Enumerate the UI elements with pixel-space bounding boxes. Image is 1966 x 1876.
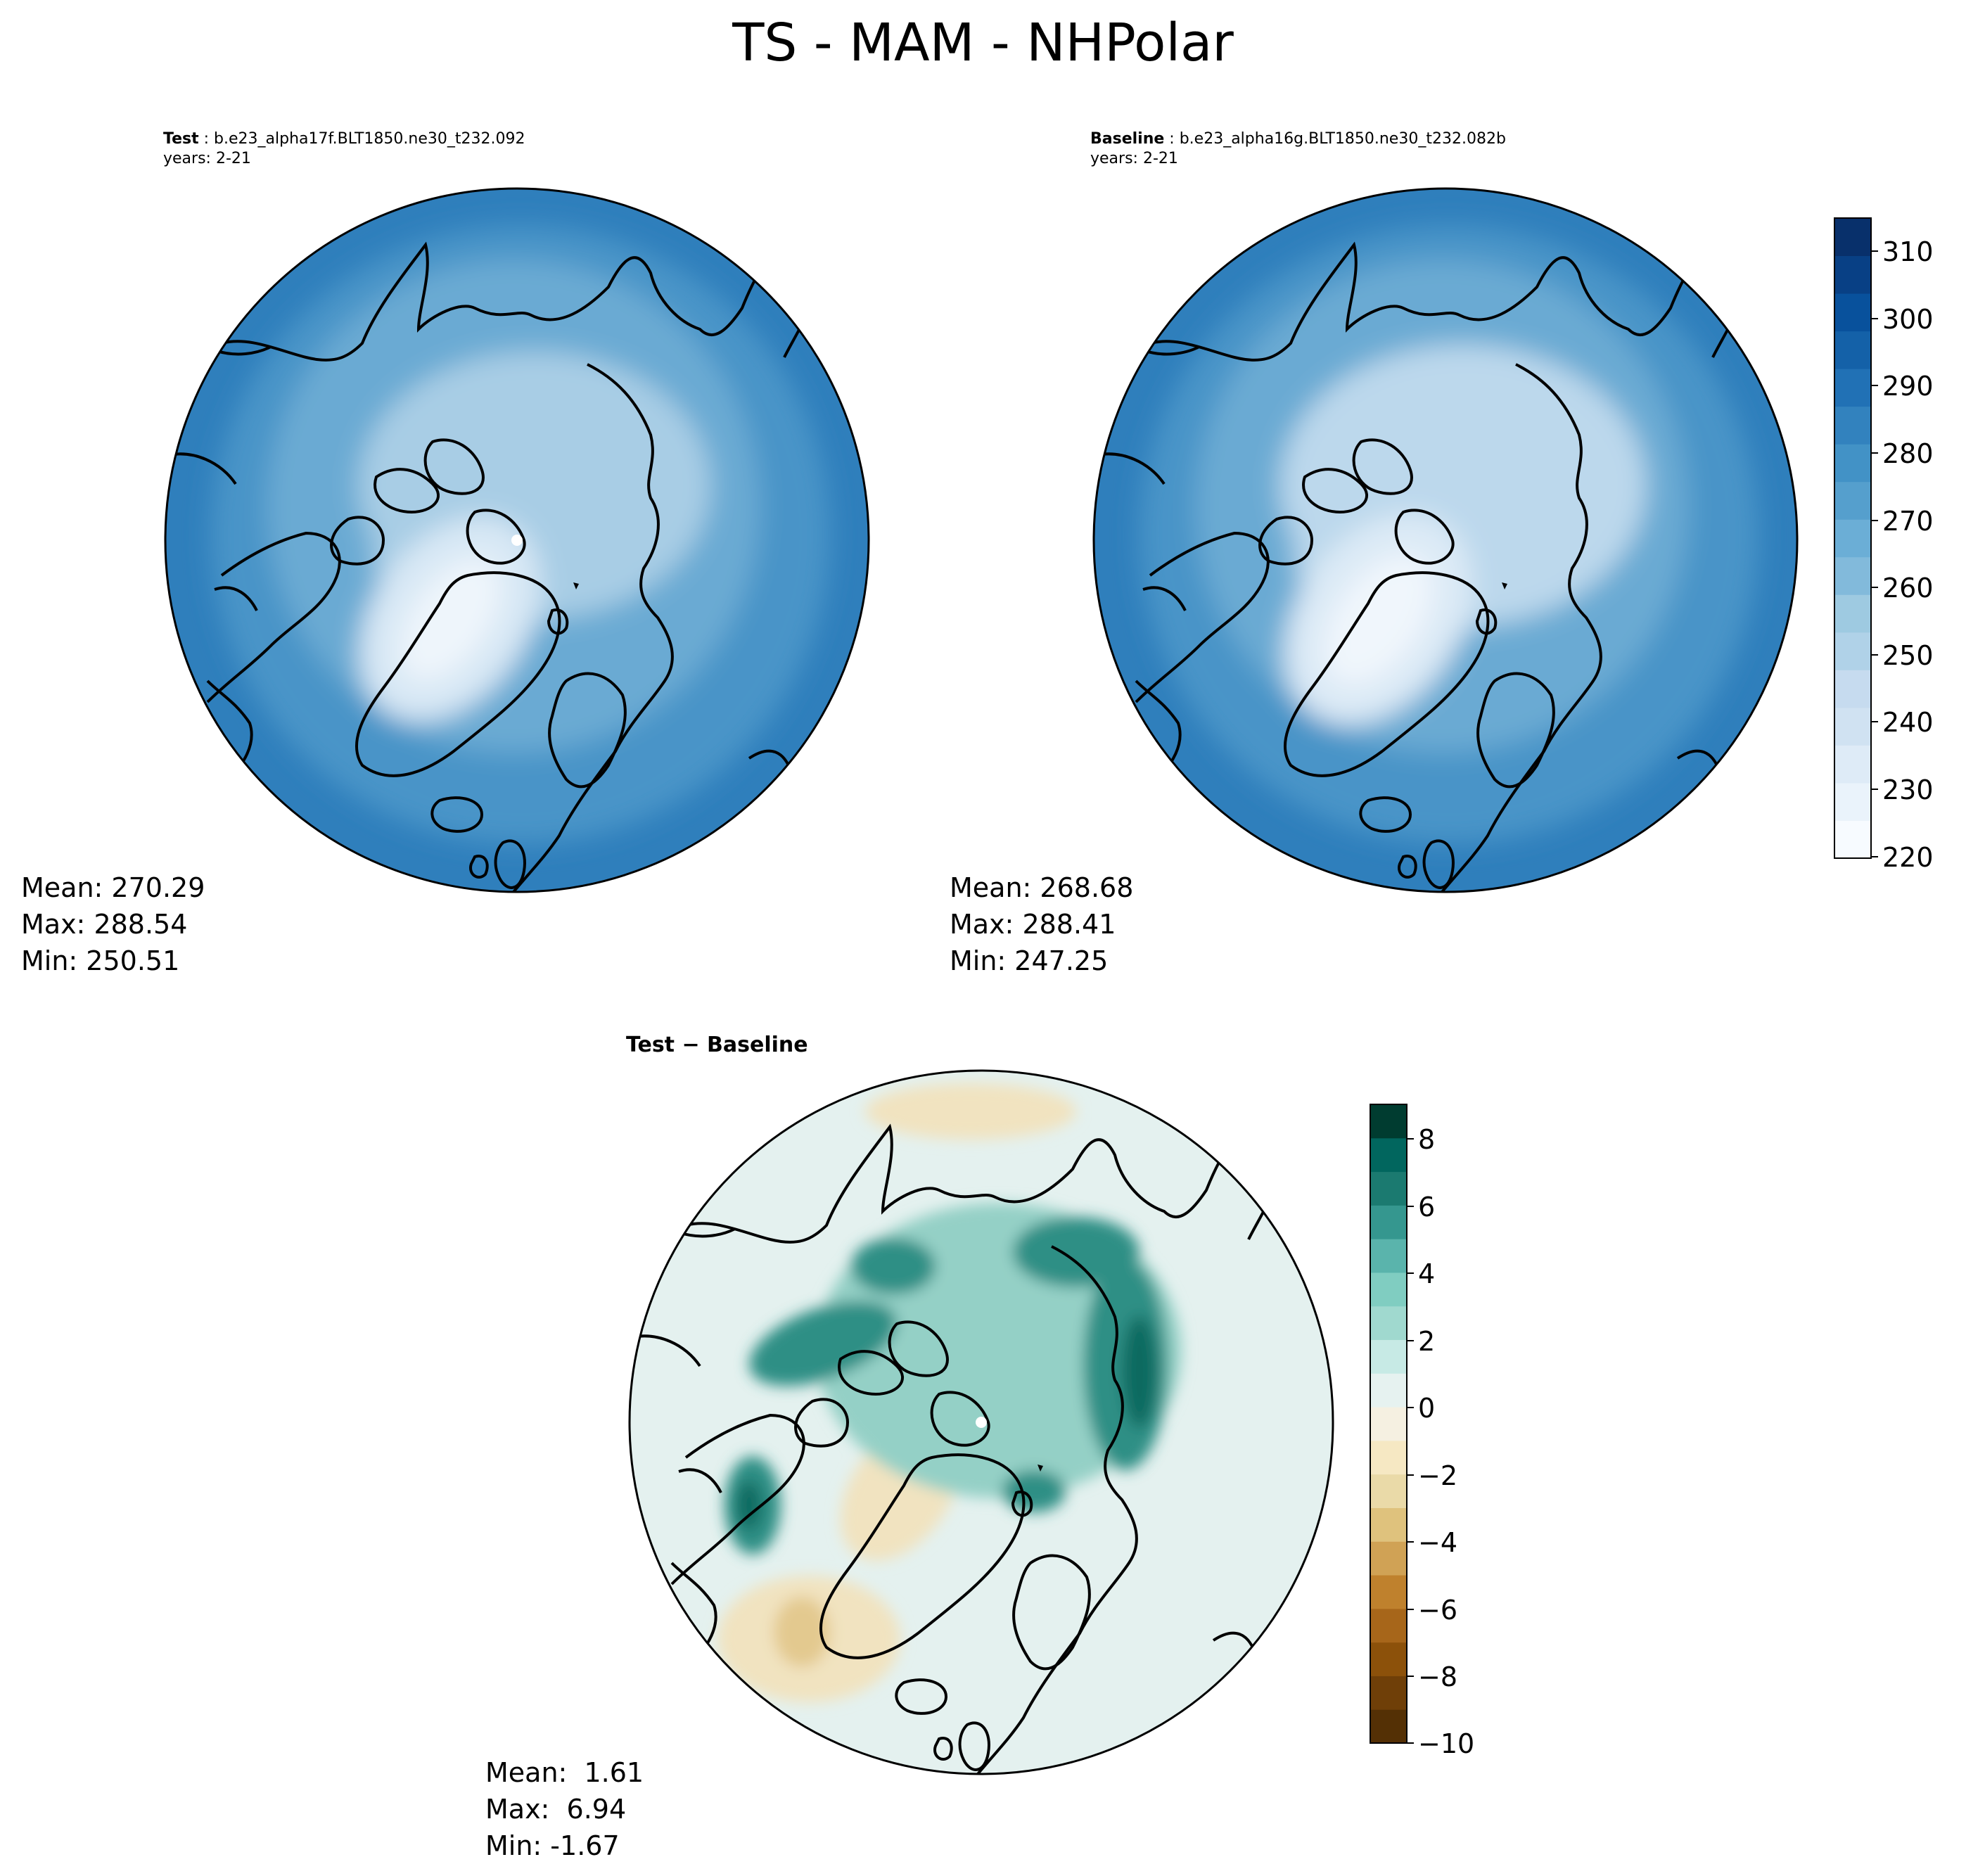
diff-tick-0: 0 [1418, 1393, 1435, 1424]
difference-mean: Mean: 1.61 [485, 1757, 644, 1788]
main-colorbar [1834, 218, 1871, 859]
diff-tick-2: 2 [1418, 1326, 1435, 1357]
baseline-label: Baseline [1090, 130, 1165, 148]
main-tick-310: 310 [1882, 236, 1934, 267]
difference-max: Max: 6.94 [485, 1794, 627, 1825]
diff-colorbar-segment [1370, 1272, 1407, 1307]
diff-colorbar-segment [1370, 1104, 1407, 1139]
difference-stats: Mean: 1.61 Max: 6.94 Min: -1.67 [485, 1754, 644, 1864]
diff-colorbar-segment [1370, 1575, 1407, 1609]
diff-tick-neg2: −2 [1418, 1460, 1457, 1491]
main-colorbar-segment [1834, 632, 1871, 670]
test-max: Max: 288.54 [21, 909, 188, 940]
main-colorbar-segment [1834, 670, 1871, 708]
diff-tick-neg6: −6 [1418, 1595, 1457, 1626]
diff-colorbar-segment [1370, 1339, 1407, 1374]
diff-colorbar-segment [1370, 1709, 1407, 1744]
baseline-map-boundary [1092, 187, 1799, 893]
baseline-stats: Mean: 268.68 Max: 288.41 Min: 247.25 [950, 869, 1133, 979]
test-map [164, 187, 870, 893]
test-case: b.e23_alpha17f.BLT1850.ne30_t232.092 [214, 130, 525, 148]
main-colorbar-segment [1834, 369, 1871, 407]
baseline-min: Min: 247.25 [950, 945, 1109, 976]
difference-min: Min: -1.67 [485, 1830, 620, 1861]
baseline-header: Baseline : b.e23_alpha16g.BLT1850.ne30_t… [1090, 130, 1506, 167]
diff-colorbar-segment [1370, 1171, 1407, 1206]
main-colorbar-segment [1834, 594, 1871, 633]
main-tick-290: 290 [1882, 371, 1934, 402]
main-colorbar-segment [1834, 707, 1871, 746]
diff-tick-4: 4 [1418, 1258, 1435, 1289]
diff-colorbar [1370, 1104, 1407, 1744]
main-colorbar-segment [1834, 444, 1871, 483]
diff-colorbar-segment [1370, 1474, 1407, 1508]
main-tick-240: 240 [1882, 707, 1934, 738]
main-colorbar-segment [1834, 406, 1871, 445]
test-label: Test [163, 130, 199, 148]
baseline-case: b.e23_alpha16g.BLT1850.ne30_t232.082b [1179, 130, 1506, 148]
difference-pole-marker [976, 1417, 987, 1428]
main-colorbar-segment [1834, 745, 1871, 784]
baseline-map [1092, 187, 1799, 893]
test-mean: Mean: 270.29 [21, 872, 205, 903]
diff-colorbar-segment [1370, 1440, 1407, 1475]
main-tick-230: 230 [1882, 774, 1934, 805]
diff-colorbar-segment [1370, 1642, 1407, 1676]
diff-colorbar-segment [1370, 1676, 1407, 1710]
test-pole-marker [511, 535, 523, 546]
diff-colorbar-segment [1370, 1541, 1407, 1576]
diff-tick-neg8: −8 [1418, 1661, 1457, 1692]
diff-colorbar-segment [1370, 1137, 1407, 1173]
main-colorbar-segment [1834, 293, 1871, 332]
main-tick-220: 220 [1882, 842, 1934, 873]
diff-colorbar-segment [1370, 1608, 1407, 1643]
baseline-years: years: 2-21 [1090, 150, 1178, 167]
figure-title: TS - MAM - NHPolar [732, 13, 1234, 73]
diff-colorbar-ticks: 8 6 4 2 0 −2 −4 −6 −8 −10 [1407, 1124, 1474, 1759]
diff-tick-neg4: −4 [1418, 1527, 1457, 1558]
difference-map-boundary [628, 1069, 1334, 1775]
main-tick-250: 250 [1882, 640, 1934, 671]
main-colorbar-segment [1834, 481, 1871, 520]
test-stats: Mean: 270.29 Max: 288.54 Min: 250.51 [21, 869, 205, 979]
main-colorbar-frame [1834, 217, 1872, 859]
main-colorbar-segment [1834, 331, 1871, 369]
diff-tick-6: 6 [1418, 1192, 1435, 1223]
diff-tick-neg10: −10 [1418, 1728, 1474, 1759]
main-tick-260: 260 [1882, 573, 1934, 604]
diff-colorbar-segment [1370, 1507, 1407, 1542]
main-colorbar-segment [1834, 820, 1871, 859]
main-tick-270: 270 [1882, 506, 1934, 537]
main-colorbar-segment [1834, 255, 1871, 294]
difference-title: Test − Baseline [626, 1033, 808, 1057]
main-colorbar-segment [1834, 782, 1871, 821]
main-colorbar-segment [1834, 218, 1871, 257]
test-header: Test : b.e23_alpha17f.BLT1850.ne30_t232.… [163, 130, 525, 167]
difference-map [628, 1069, 1334, 1775]
test-map-boundary [164, 187, 870, 893]
main-colorbar-segment [1834, 519, 1871, 558]
main-tick-300: 300 [1882, 304, 1934, 335]
diff-colorbar-segment [1370, 1239, 1407, 1273]
diff-colorbar-segment [1370, 1373, 1407, 1408]
diff-colorbar-frame [1370, 1104, 1408, 1744]
main-tick-280: 280 [1882, 438, 1934, 469]
diff-colorbar-segment [1370, 1407, 1407, 1441]
test-years: years: 2-21 [163, 150, 251, 167]
diff-tick-8: 8 [1418, 1124, 1435, 1155]
baseline-max: Max: 288.41 [950, 909, 1116, 940]
baseline-mean: Mean: 268.68 [950, 872, 1134, 903]
main-colorbar-ticks: 220 230 240 250 260 270 280 290 300 310 [1871, 236, 1934, 873]
main-colorbar-segment [1834, 556, 1871, 595]
test-min: Min: 250.51 [21, 945, 180, 976]
diff-colorbar-segment [1370, 1306, 1407, 1341]
diff-colorbar-segment [1370, 1205, 1407, 1239]
